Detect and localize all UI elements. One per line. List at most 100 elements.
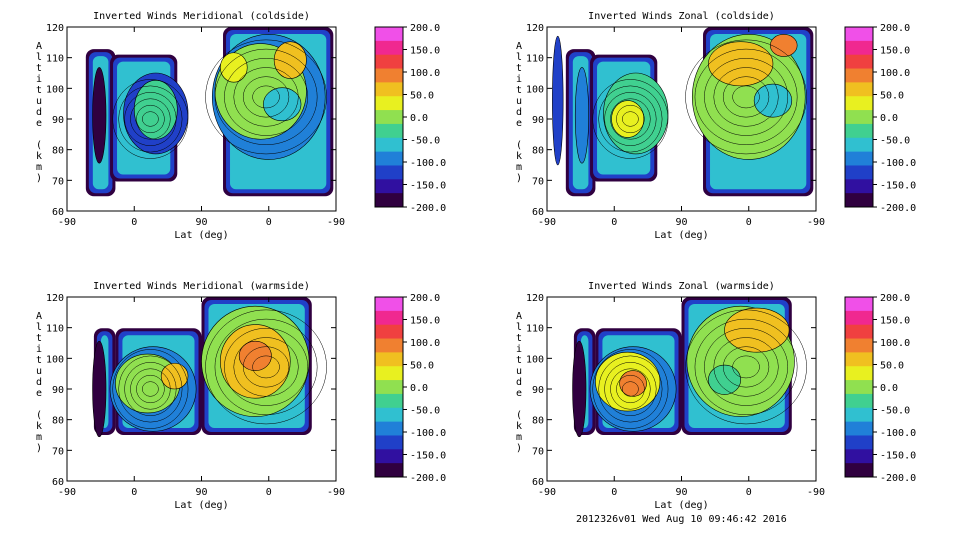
- colorbar-swatch: [375, 27, 403, 42]
- contour-line: [252, 355, 280, 379]
- colorbar-label: 100.0: [880, 338, 910, 349]
- colorbar-label: 200.0: [410, 293, 440, 304]
- y-tick-label: 70: [532, 446, 544, 457]
- x-tick-label: -90: [807, 217, 825, 228]
- colorbar-label: 50.0: [410, 361, 434, 372]
- colorbar-label: -100.0: [410, 428, 446, 439]
- colorbar-swatch: [375, 137, 403, 153]
- y-tick-label: 110: [526, 54, 544, 65]
- colorbar-label: 100.0: [410, 68, 440, 79]
- contour-patch: [724, 307, 790, 353]
- y-tick-label: 60: [52, 477, 64, 488]
- colorbar-swatch: [375, 123, 403, 139]
- x-axis-label: Lat (deg): [654, 500, 708, 511]
- colorbar-label: -50.0: [880, 406, 910, 417]
- contour-line: [224, 58, 309, 136]
- colorbar-swatch: [375, 352, 403, 367]
- x-tick-label: -90: [58, 217, 76, 228]
- colorbar-swatch: [845, 151, 873, 166]
- colorbar-swatch: [375, 463, 403, 478]
- contour-line: [598, 355, 663, 423]
- contour-line: [592, 349, 669, 429]
- contour-line: [112, 349, 189, 429]
- colorbar-swatch: [375, 366, 403, 381]
- colorbar-label: -100.0: [880, 428, 916, 439]
- contour-line: [622, 381, 639, 397]
- x-tick-label: 90: [195, 487, 207, 498]
- y-tick-label: 90: [52, 385, 64, 396]
- contour-line: [130, 98, 171, 140]
- chart-title: Inverted Winds Zonal (warmside): [588, 281, 775, 292]
- colorbar-swatch: [845, 137, 873, 153]
- colorbar-swatch: [845, 110, 873, 125]
- panel-3: Inverted Winds Meridional (warmside) 60 70…: [36, 281, 446, 511]
- contour-line: [604, 362, 657, 416]
- x-tick-label: 0: [131, 487, 137, 498]
- colorbar-swatch: [375, 193, 403, 208]
- colorbar-swatch: [375, 310, 403, 326]
- colorbar-swatch: [375, 110, 403, 125]
- contour-line: [616, 374, 645, 404]
- contour-patch: [263, 87, 302, 122]
- x-tick-label: 0: [611, 487, 617, 498]
- y-tick-label: 70: [52, 446, 64, 457]
- panel-2: Inverted Winds Zonal (coldside) 60 70 80 90 1…: [516, 11, 916, 241]
- contour-line: [118, 355, 183, 423]
- colorbar-label: 0.0: [880, 113, 898, 124]
- colorbar-swatch: [845, 352, 873, 367]
- colorbar-label: -50.0: [410, 136, 440, 147]
- y-tick-label: 80: [532, 146, 544, 157]
- x-tick-label: -90: [327, 487, 345, 498]
- colorbar-label: 150.0: [410, 316, 440, 327]
- colorbar-swatch: [845, 193, 873, 208]
- contour-line: [214, 318, 318, 416]
- colorbar-swatch: [845, 96, 873, 111]
- contour-patch: [552, 35, 564, 166]
- colorbar-swatch: [375, 338, 403, 353]
- contour-line: [604, 92, 657, 146]
- colorbar-label: -100.0: [880, 158, 916, 169]
- contour-line: [118, 85, 183, 153]
- colorbar-label: 100.0: [410, 338, 440, 349]
- x-tick-label: -90: [538, 217, 556, 228]
- colorbar-swatch: [845, 179, 873, 194]
- contour-line: [732, 355, 760, 379]
- colorbar-swatch: [375, 68, 403, 83]
- colorbar-swatch: [845, 435, 873, 450]
- y-tick-label: 90: [532, 385, 544, 396]
- chart-title: Inverted Winds Zonal (coldside): [588, 11, 775, 22]
- colorbar-swatch: [375, 324, 403, 340]
- contour-line: [592, 79, 669, 159]
- y-tick-label: 110: [46, 324, 64, 335]
- x-tick-label: -90: [538, 487, 556, 498]
- contour-patch: [708, 364, 741, 395]
- colorbar-label: 200.0: [410, 23, 440, 34]
- colorbar-swatch: [845, 82, 873, 97]
- x-tick-label: 90: [675, 487, 687, 498]
- contour-patch: [572, 340, 587, 438]
- colorbar-swatch: [845, 123, 873, 139]
- contour-line: [136, 374, 165, 404]
- contour-line: [136, 104, 165, 134]
- colorbar-swatch: [375, 96, 403, 111]
- contour-patch: [708, 41, 774, 87]
- y-tick-label: 100: [526, 84, 544, 95]
- colorbar-swatch: [375, 407, 403, 423]
- contour-line: [622, 111, 639, 127]
- contour-line: [685, 39, 807, 155]
- y-tick-label: 120: [46, 23, 64, 34]
- contour-line: [598, 85, 663, 153]
- colorbar-label: 100.0: [880, 68, 910, 79]
- y-tick-label: 70: [52, 176, 64, 187]
- colorbar-swatch: [375, 421, 403, 436]
- colorbar-label: -100.0: [410, 158, 446, 169]
- y-tick-label: 110: [526, 324, 544, 335]
- chart-title: Inverted Winds Meridional (coldside): [93, 11, 310, 22]
- y-tick-label: 80: [52, 146, 64, 157]
- colorbar-label: -200.0: [410, 203, 446, 214]
- colorbar-label: 200.0: [880, 23, 910, 34]
- colorbar-swatch: [375, 393, 403, 409]
